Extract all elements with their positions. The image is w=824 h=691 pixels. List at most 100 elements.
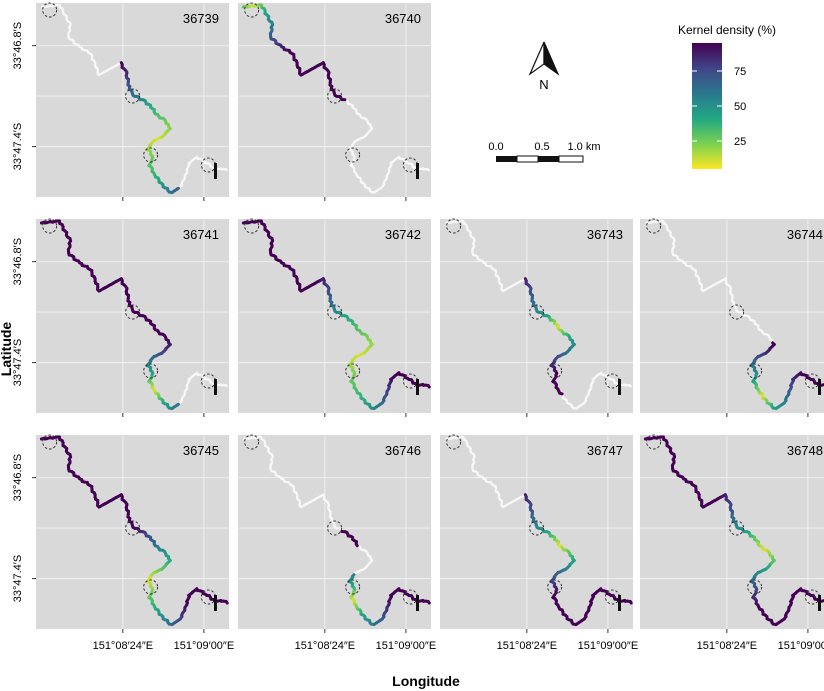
panel-36748: 36748 151°08′24″E 151°09′00″E [640, 434, 824, 652]
receiver-station [125, 304, 141, 320]
receiver-station [747, 579, 763, 595]
panel-36741: 36741 33°46.8′S 33°47.4′S [12, 218, 229, 417]
scale-mark [618, 379, 621, 395]
receiver-station [529, 520, 545, 536]
panel-background [238, 219, 431, 413]
receiver-station [747, 363, 763, 379]
panel-36742: 36742 [238, 218, 431, 417]
receiver-station [646, 218, 662, 234]
panel-id-label: 36748 [787, 443, 823, 458]
legend-title: Kernel density (%) [678, 23, 776, 37]
panel-background [36, 219, 229, 413]
y-tick-label: 33°47.4′S [12, 555, 24, 602]
panel-background [238, 435, 431, 629]
scale-bar-tick-1: 0.5 [534, 141, 549, 153]
receiver-station [729, 304, 745, 320]
panel-36746: 36746 151°08′24″E 151°09′00″E [238, 434, 437, 652]
kernel-density-legend: Kernel density (%) 75 50 25 [678, 23, 776, 169]
panel-background [440, 435, 633, 629]
receiver-station [42, 218, 58, 234]
scale-bar-tick-0: 0.0 [488, 141, 503, 153]
scale-mark [214, 379, 217, 395]
legend-tick-label: 25 [734, 136, 746, 148]
panel-36747: 36747 151°08′24″E 151°09′00″E [440, 434, 639, 652]
receiver-station [143, 579, 159, 595]
scale-bar-tick-2: 1.0 km [567, 141, 600, 153]
north-arrow-label: N [539, 77, 548, 92]
receiver-station [42, 434, 58, 450]
scale-bar: 0.0 0.5 1.0 km [488, 141, 601, 163]
density-segment [175, 402, 180, 407]
panel-id-label: 36743 [587, 227, 623, 242]
scale-mark [416, 595, 419, 611]
panel-36740: 36740 [238, 2, 431, 201]
x-tick-label: 151°08′24″E [697, 640, 758, 652]
scale-mark [618, 595, 621, 611]
panel-id-label: 36744 [787, 227, 823, 242]
panel-background [36, 435, 229, 629]
y-tick-label: 33°47.4′S [12, 339, 24, 386]
scale-bar-seg-2 [516, 155, 539, 163]
receiver-station [244, 434, 260, 450]
receiver-station [345, 147, 361, 163]
scale-mark [214, 163, 217, 179]
north-arrow-right-half [543, 41, 560, 76]
panel-background [238, 3, 431, 197]
receiver-station [327, 520, 343, 536]
panel-background [36, 3, 229, 197]
receiver-station [446, 434, 462, 450]
panel-id-label: 36745 [183, 443, 219, 458]
receiver-station [547, 579, 563, 595]
density-segment [175, 186, 180, 191]
receiver-station [327, 304, 343, 320]
north-arrow: N [528, 41, 560, 92]
panel-background [640, 435, 824, 629]
density-segment [628, 599, 633, 605]
x-tick-label: 151°08′24″E [295, 640, 356, 652]
panel-id-label: 36741 [183, 227, 219, 242]
x-tick-label: 151°09′00″E [376, 640, 437, 652]
receiver-station [529, 304, 545, 320]
scale-bar-seg-4 [558, 155, 584, 163]
density-segment [426, 599, 431, 605]
density-segment [224, 599, 229, 605]
receiver-station [143, 147, 159, 163]
panel-background [640, 219, 824, 413]
receiver-station [729, 520, 745, 536]
legend-tick-label: 75 [734, 66, 746, 78]
receiver-station [42, 2, 58, 18]
legend-tick-label: 50 [734, 101, 746, 113]
receiver-station [244, 2, 260, 18]
scale-mark [818, 379, 821, 395]
density-segment [354, 542, 359, 548]
receiver-station [547, 363, 563, 379]
y-axis-title: Latitude [0, 322, 14, 377]
north-arrow-left-half [528, 41, 545, 76]
scale-bar-seg-1 [496, 156, 517, 162]
receiver-station [446, 218, 462, 234]
receiver-station [345, 363, 361, 379]
density-segment [558, 391, 564, 396]
x-tick-label: 151°08′24″E [497, 640, 558, 652]
panel-background [440, 219, 633, 413]
scale-mark [818, 595, 821, 611]
panel-36739: 36739 33°46.8′S 33°47.4′S [12, 2, 229, 201]
receiver-station [125, 520, 141, 536]
panel-id-label: 36746 [385, 443, 421, 458]
receiver-station [646, 434, 662, 450]
y-tick-label: 33°46.8′S [12, 238, 24, 285]
scale-bar-seg-3 [538, 156, 559, 162]
panel-36743: 36743 [440, 218, 633, 417]
y-tick-label: 33°46.8′S [12, 454, 24, 501]
scale-mark [214, 595, 217, 611]
receiver-station [244, 218, 260, 234]
panels-layer: 36739 33°46.8′S 33°47.4′S 36740 36741 33°46.8… [12, 2, 824, 652]
x-tick-label: 151°09′00″E [578, 640, 639, 652]
x-tick-label: 151°09′00″E [174, 640, 235, 652]
receiver-station [345, 579, 361, 595]
panel-id-label: 36740 [385, 11, 421, 26]
x-axis-title: Longitude [392, 673, 460, 689]
scale-mark [416, 379, 419, 395]
receiver-station [327, 88, 343, 104]
x-tick-label: 151°09′00″E [778, 640, 824, 652]
